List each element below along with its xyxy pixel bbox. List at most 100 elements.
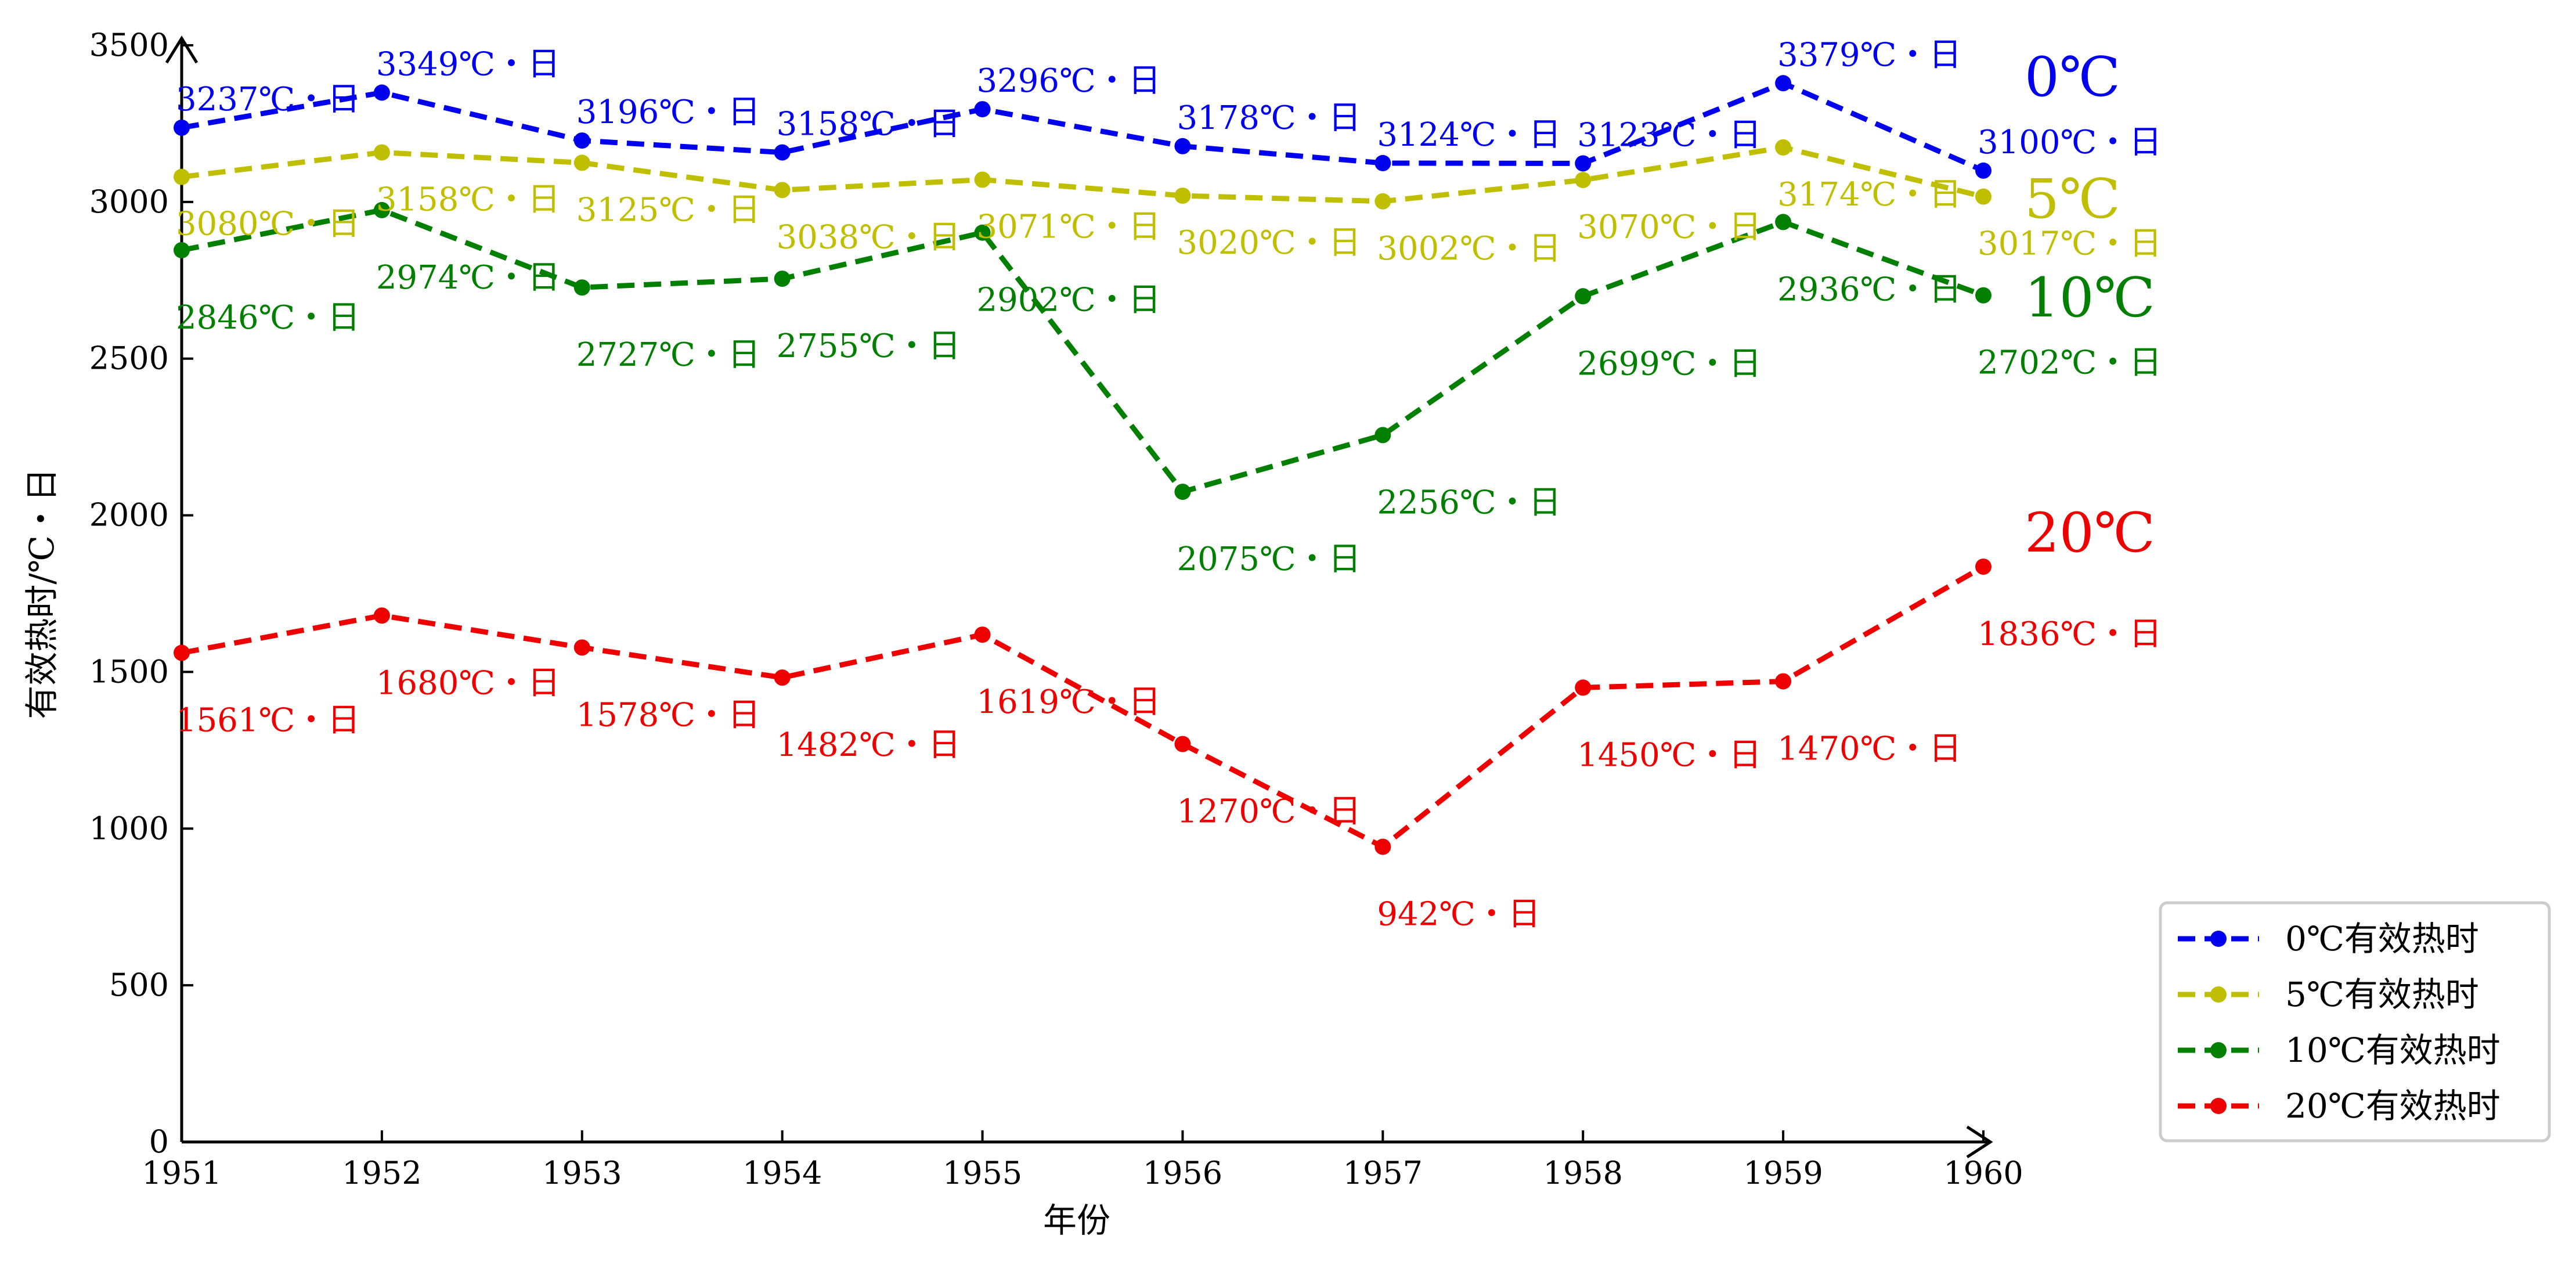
data-point bbox=[974, 626, 991, 643]
data-label: 1836℃・日 bbox=[1978, 615, 2162, 653]
axes: 0 500 1000 1500 2000 2500 3000 3500 1951 1952 1953… bbox=[22, 27, 2023, 1240]
data-label: 3080℃・日 bbox=[176, 206, 360, 243]
data-label: 1482℃・日 bbox=[777, 726, 961, 764]
y-tick-label: 0 bbox=[149, 1123, 169, 1160]
data-point bbox=[1374, 838, 1391, 855]
y-tick-label: 3500 bbox=[89, 27, 169, 63]
data-point bbox=[1775, 673, 1792, 690]
data-label: 1619℃・日 bbox=[977, 683, 1161, 721]
data-labels-group: 3237℃・日 3349℃・日 3196℃・日 3158℃・日 3296℃・日 3178℃… bbox=[176, 36, 2162, 933]
data-label: 2902℃・日 bbox=[977, 282, 1161, 319]
data-point bbox=[573, 132, 590, 149]
data-point bbox=[373, 144, 390, 161]
y-tick-label: 3000 bbox=[89, 183, 169, 220]
legend-label: 20℃有效热时 bbox=[2285, 1086, 2501, 1126]
data-point bbox=[1975, 162, 1991, 179]
data-label: 2256℃・日 bbox=[1377, 484, 1561, 521]
data-point bbox=[174, 119, 190, 136]
data-label: 2075℃・日 bbox=[1177, 540, 1361, 578]
data-point bbox=[1975, 558, 1991, 575]
data-label: 2974℃・日 bbox=[376, 259, 560, 297]
series-group bbox=[174, 75, 1991, 855]
data-label: 1470℃・日 bbox=[1777, 730, 1961, 768]
data-point bbox=[774, 144, 791, 161]
data-label: 3379℃・日 bbox=[1777, 36, 1961, 74]
data-point bbox=[174, 644, 190, 661]
data-point bbox=[974, 101, 991, 118]
series-line bbox=[181, 207, 1985, 495]
x-tick-label: 1958 bbox=[1543, 1155, 1623, 1191]
data-label: 2936℃・日 bbox=[1777, 271, 1961, 308]
y-tick-label: 2500 bbox=[89, 340, 169, 377]
legend-label: 0℃有效热时 bbox=[2285, 919, 2479, 958]
data-point bbox=[1174, 736, 1191, 752]
data-point bbox=[774, 271, 791, 287]
data-label: 3296℃・日 bbox=[977, 62, 1161, 100]
data-point bbox=[1575, 679, 1592, 696]
data-label: 3002℃・日 bbox=[1377, 230, 1561, 268]
y-tick-label: 1500 bbox=[89, 653, 169, 690]
data-point bbox=[1575, 155, 1592, 172]
data-label: 1450℃・日 bbox=[1577, 736, 1761, 774]
data-label: 3158℃・日 bbox=[777, 106, 961, 143]
data-label: 1561℃・日 bbox=[176, 702, 360, 740]
data-point bbox=[573, 639, 590, 656]
data-label: 2846℃・日 bbox=[176, 299, 360, 337]
y-tick-label: 2000 bbox=[89, 497, 169, 534]
data-label: 2755℃・日 bbox=[777, 327, 961, 365]
data-point bbox=[1575, 288, 1592, 305]
data-label: 3196℃・日 bbox=[576, 93, 760, 131]
data-label: 3038℃・日 bbox=[777, 218, 961, 256]
data-label: 3020℃・日 bbox=[1177, 224, 1361, 262]
data-point bbox=[1775, 75, 1792, 92]
legend-marker bbox=[2210, 986, 2227, 1003]
data-point bbox=[1374, 193, 1391, 210]
data-label: 3125℃・日 bbox=[576, 191, 760, 229]
x-tick-label: 1952 bbox=[342, 1155, 421, 1191]
data-point bbox=[1174, 188, 1191, 204]
legend-marker bbox=[2210, 931, 2227, 947]
data-label: 3070℃・日 bbox=[1577, 208, 1761, 246]
series-end-label: 5℃ bbox=[2025, 168, 2120, 231]
data-point bbox=[573, 154, 590, 171]
data-label: 942℃・日 bbox=[1377, 896, 1540, 934]
x-tick-label: 1951 bbox=[142, 1155, 221, 1191]
data-label: 1578℃・日 bbox=[576, 696, 760, 734]
data-label: 3071℃・日 bbox=[977, 208, 1161, 246]
data-point bbox=[774, 669, 791, 686]
x-axis-arrow bbox=[1966, 1125, 1993, 1159]
data-point bbox=[774, 182, 791, 199]
legend-label: 10℃有效热时 bbox=[2285, 1030, 2501, 1070]
data-point bbox=[573, 279, 590, 296]
data-point bbox=[1174, 484, 1191, 500]
legend-label: 5℃有效热时 bbox=[2285, 975, 2479, 1014]
data-label: 3100℃・日 bbox=[1978, 124, 2162, 161]
series-line bbox=[181, 145, 1985, 204]
data-point bbox=[1975, 188, 1991, 205]
data-label: 2702℃・日 bbox=[1978, 344, 2162, 382]
x-tick-label: 1954 bbox=[742, 1155, 822, 1191]
x-tick-label: 1957 bbox=[1343, 1155, 1423, 1191]
x-tick-label: 1960 bbox=[1943, 1155, 2023, 1191]
data-point bbox=[373, 84, 390, 101]
legend-box bbox=[2159, 901, 2551, 1143]
legend: 0℃有效热时 5℃有效热时 10℃有效热时 20℃有效热时 bbox=[2159, 901, 2551, 1143]
data-point bbox=[1575, 172, 1592, 189]
x-tick-label: 1959 bbox=[1743, 1155, 1823, 1191]
series-line bbox=[181, 564, 1985, 850]
x-tick-label: 1953 bbox=[542, 1155, 622, 1191]
data-point bbox=[1174, 138, 1191, 154]
data-point bbox=[373, 607, 390, 624]
series-end-label: 20℃ bbox=[2025, 502, 2155, 565]
data-point bbox=[1775, 214, 1792, 230]
data-label: 3178℃・日 bbox=[1177, 99, 1361, 137]
data-label: 3158℃・日 bbox=[376, 181, 560, 219]
data-point bbox=[974, 171, 991, 188]
data-label: 1270℃・日 bbox=[1177, 793, 1361, 831]
data-point bbox=[1374, 154, 1391, 171]
data-point bbox=[1975, 287, 1991, 304]
data-point bbox=[974, 224, 991, 241]
